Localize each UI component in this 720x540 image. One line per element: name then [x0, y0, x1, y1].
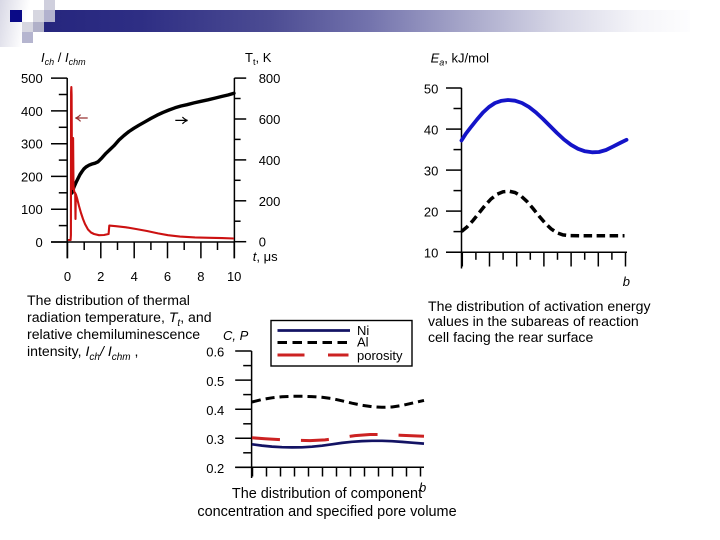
- svg-text:10: 10: [227, 269, 241, 284]
- svg-text:C, P: C, P: [223, 328, 249, 343]
- svg-text:30: 30: [424, 164, 438, 179]
- svg-text:Ni: Ni: [357, 323, 369, 338]
- svg-text:Ea, kJ/mol: Ea, kJ/mol: [431, 51, 490, 68]
- svg-text:Ich / Ichm: Ich / Ichm: [41, 50, 86, 67]
- svg-text:800: 800: [259, 71, 281, 86]
- svg-text:t, μs: t, μs: [253, 249, 278, 264]
- svg-text:300: 300: [21, 137, 43, 152]
- svg-text:Al: Al: [357, 335, 369, 350]
- svg-text:0.5: 0.5: [206, 374, 224, 389]
- svg-text:0: 0: [64, 269, 71, 284]
- svg-text:400: 400: [259, 153, 281, 168]
- svg-text:4: 4: [131, 269, 138, 284]
- svg-text:0.4: 0.4: [206, 403, 224, 418]
- svg-text:600: 600: [259, 112, 281, 127]
- svg-text:porosity: porosity: [357, 348, 403, 363]
- svg-text:0.2: 0.2: [206, 461, 224, 476]
- svg-text:Tt, K: Tt, K: [245, 50, 272, 67]
- svg-text:0.6: 0.6: [206, 345, 224, 360]
- svg-text:40: 40: [424, 123, 438, 138]
- svg-text:0: 0: [259, 235, 266, 250]
- svg-text:0: 0: [35, 235, 42, 250]
- svg-text:0.3: 0.3: [206, 432, 224, 447]
- svg-text:50: 50: [424, 81, 438, 96]
- svg-text:500: 500: [21, 71, 43, 86]
- svg-text:400: 400: [21, 104, 43, 119]
- svg-text:20: 20: [424, 205, 438, 220]
- svg-text:10: 10: [424, 246, 438, 261]
- svg-text:6: 6: [164, 269, 171, 284]
- svg-text:8: 8: [197, 269, 204, 284]
- svg-text:200: 200: [21, 169, 43, 184]
- svg-text:100: 100: [21, 202, 43, 217]
- svg-text:2: 2: [97, 269, 104, 284]
- svg-text:b: b: [419, 480, 426, 495]
- svg-text:b: b: [623, 274, 630, 289]
- svg-text:200: 200: [259, 194, 281, 209]
